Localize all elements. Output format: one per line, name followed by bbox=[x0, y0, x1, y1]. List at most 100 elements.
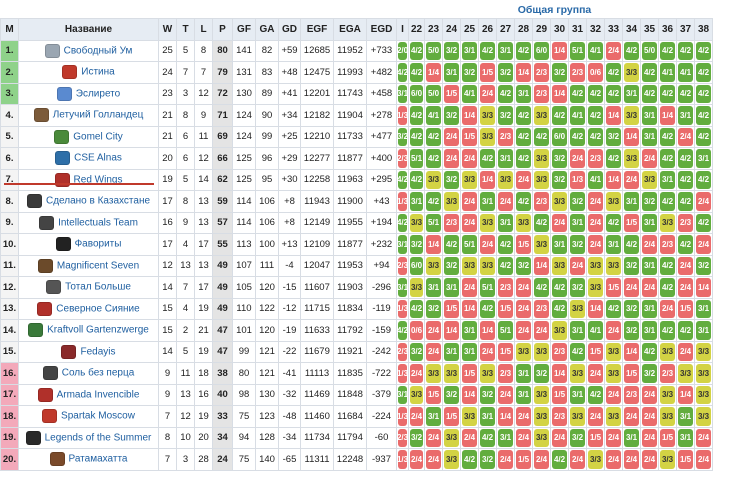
match-result[interactable]: 4/2 bbox=[696, 41, 711, 60]
match-result[interactable]: 2/4 bbox=[426, 342, 441, 361]
match-result[interactable]: 1/4 bbox=[426, 63, 441, 82]
match-result[interactable]: 2/4 bbox=[498, 385, 513, 404]
match-result[interactable]: 0/6 bbox=[588, 63, 603, 82]
match-result[interactable]: 3/2 bbox=[624, 299, 639, 318]
match-result[interactable]: 3/2 bbox=[570, 192, 585, 211]
match-result[interactable]: 3/1 bbox=[498, 41, 513, 60]
match-result[interactable]: 3/1 bbox=[642, 256, 657, 275]
match-result[interactable]: 2/4 bbox=[606, 385, 621, 404]
match-result[interactable]: 3/2 bbox=[426, 299, 441, 318]
match-result[interactable]: 5/1 bbox=[426, 213, 441, 232]
match-result[interactable]: 3/3 bbox=[444, 428, 459, 447]
match-result[interactable]: 4/2 bbox=[660, 192, 675, 211]
match-result[interactable]: 4/1 bbox=[588, 170, 603, 189]
match-result[interactable]: 3/3 bbox=[462, 256, 477, 275]
match-result[interactable]: 4/2 bbox=[588, 127, 603, 146]
match-result[interactable]: 2/3 bbox=[534, 63, 549, 82]
match-result[interactable]: 2/3 bbox=[398, 342, 408, 361]
match-result[interactable]: 4/2 bbox=[480, 149, 495, 168]
match-result[interactable]: 3/1 bbox=[606, 235, 621, 254]
match-result[interactable]: 1/3 bbox=[398, 106, 408, 125]
team-link[interactable]: Fedayis bbox=[80, 346, 116, 358]
match-result[interactable]: 4/2 bbox=[426, 127, 441, 146]
match-result[interactable]: 4/2 bbox=[552, 299, 567, 318]
col-header-ega[interactable]: EGA bbox=[333, 18, 367, 41]
tour-header[interactable]: 34 bbox=[622, 18, 641, 41]
match-result[interactable]: 4/2 bbox=[696, 170, 711, 189]
match-result[interactable]: 1/4 bbox=[534, 256, 549, 275]
match-result[interactable]: 3/2 bbox=[444, 385, 459, 404]
match-result[interactable]: 3/1 bbox=[480, 192, 495, 211]
match-result[interactable]: 4/2 bbox=[606, 213, 621, 232]
match-result[interactable]: 3/3 bbox=[516, 213, 531, 232]
match-result[interactable]: 3/1 bbox=[696, 299, 711, 318]
match-result[interactable]: 3/3 bbox=[534, 428, 549, 447]
match-result[interactable]: 3/3 bbox=[410, 385, 423, 404]
match-result[interactable]: 4/2 bbox=[606, 299, 621, 318]
match-result[interactable]: 3/2 bbox=[498, 63, 513, 82]
match-result[interactable]: 5/1 bbox=[462, 235, 477, 254]
match-result[interactable]: 4/2 bbox=[570, 342, 585, 361]
match-result[interactable]: 3/3 bbox=[570, 299, 585, 318]
match-result[interactable]: 1/5 bbox=[426, 385, 441, 404]
col-header-m[interactable]: М bbox=[0, 18, 19, 41]
match-result[interactable]: 2/4 bbox=[516, 407, 531, 426]
match-result[interactable]: 3/3 bbox=[534, 170, 549, 189]
match-result[interactable]: 2/4 bbox=[462, 149, 477, 168]
team-link[interactable]: Сделано в Казахстане bbox=[45, 195, 151, 207]
match-result[interactable]: 3/3 bbox=[624, 106, 639, 125]
match-result[interactable]: 3/3 bbox=[606, 192, 621, 211]
match-result[interactable]: 3/2 bbox=[462, 63, 477, 82]
match-result[interactable]: 4/2 bbox=[642, 84, 657, 103]
match-result[interactable]: 4/2 bbox=[588, 84, 603, 103]
col-header-egd[interactable]: EGD bbox=[366, 18, 397, 41]
match-result[interactable]: 4/2 bbox=[398, 213, 408, 232]
match-result[interactable]: 2/4 bbox=[696, 450, 711, 469]
team-link[interactable]: Соль без перца bbox=[61, 367, 135, 379]
match-result[interactable]: 3/3 bbox=[480, 213, 495, 232]
match-result[interactable]: 1/5 bbox=[588, 428, 603, 447]
match-result[interactable]: 5/0 bbox=[426, 84, 441, 103]
match-result[interactable]: 6/0 bbox=[552, 127, 567, 146]
match-result[interactable]: 5/1 bbox=[410, 149, 423, 168]
match-result[interactable]: 4/2 bbox=[410, 170, 423, 189]
match-result[interactable]: 2/3 bbox=[588, 149, 603, 168]
match-result[interactable]: 1/5 bbox=[624, 213, 639, 232]
match-result[interactable]: 5/0 bbox=[642, 41, 657, 60]
match-result[interactable]: 2/3 bbox=[534, 192, 549, 211]
team-link[interactable]: Тотал Больше bbox=[65, 281, 131, 293]
match-result[interactable]: 3/2 bbox=[498, 106, 513, 125]
match-result[interactable]: 3/3 bbox=[552, 192, 567, 211]
tour-header[interactable]: 35 bbox=[640, 18, 659, 41]
match-result[interactable]: 3/1 bbox=[498, 428, 513, 447]
match-result[interactable]: 3/3 bbox=[660, 385, 675, 404]
team-link[interactable]: Истина bbox=[81, 66, 115, 78]
match-result[interactable]: 1/5 bbox=[516, 235, 531, 254]
match-result[interactable]: 4/1 bbox=[588, 321, 603, 340]
match-result[interactable]: 3/3 bbox=[410, 213, 423, 232]
match-result[interactable]: 2/4 bbox=[426, 321, 441, 340]
match-result[interactable]: 1/3 bbox=[398, 407, 408, 426]
tour-header[interactable]: 28 bbox=[514, 18, 533, 41]
col-header-t[interactable]: T bbox=[176, 18, 195, 41]
match-result[interactable]: 2/4 bbox=[624, 450, 639, 469]
match-result[interactable]: 1/5 bbox=[624, 364, 639, 383]
match-result[interactable]: 2/4 bbox=[606, 428, 621, 447]
match-result[interactable]: 3/3 bbox=[624, 63, 639, 82]
match-result[interactable]: 2/3 bbox=[498, 127, 513, 146]
match-result[interactable]: 1/4 bbox=[696, 278, 711, 297]
match-result[interactable]: 4/1 bbox=[678, 63, 693, 82]
match-result[interactable]: 4/2 bbox=[678, 321, 693, 340]
match-result[interactable]: 3/3 bbox=[588, 278, 603, 297]
match-result[interactable]: 3/1 bbox=[570, 321, 585, 340]
match-result[interactable]: 4/1 bbox=[462, 84, 477, 103]
match-result[interactable]: 4/2 bbox=[534, 127, 549, 146]
match-result[interactable]: 2/3 bbox=[534, 299, 549, 318]
col-header-l[interactable]: L bbox=[194, 18, 213, 41]
match-result[interactable]: 4/2 bbox=[480, 41, 495, 60]
match-result[interactable]: 3/1 bbox=[696, 149, 711, 168]
match-result[interactable]: 3/3 bbox=[534, 385, 549, 404]
match-result[interactable]: 2/4 bbox=[624, 278, 639, 297]
match-result[interactable]: 3/3 bbox=[696, 342, 711, 361]
match-result[interactable]: 1/5 bbox=[606, 278, 621, 297]
